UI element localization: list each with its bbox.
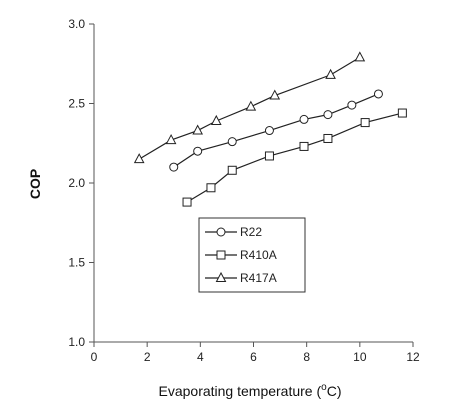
legend-label-r410a: R410A	[240, 248, 277, 262]
data-point-r22	[347, 100, 357, 110]
x-tick-label: 4	[197, 350, 204, 364]
x-axis-title: Evaporating temperature (oC)	[159, 382, 342, 399]
legend: R22 R410A R417A	[198, 217, 306, 293]
x-tick-label: 2	[144, 350, 151, 364]
data-point-r410a	[397, 108, 407, 118]
data-point-r22	[193, 146, 203, 156]
x-axis-title-main: Evaporating temperature (	[159, 383, 322, 399]
data-point-r22	[299, 114, 309, 124]
series-r410a	[182, 108, 407, 207]
y-tick-label: 2.5	[68, 97, 85, 111]
y-tick-label: 2.0	[68, 176, 85, 190]
x-tick-label: 8	[303, 350, 310, 364]
data-point-r410a	[264, 151, 274, 161]
data-point-r410a	[206, 183, 216, 193]
x-tick-label: 0	[91, 350, 98, 364]
data-point-r417a	[269, 89, 281, 100]
y-tick-label: 1.5	[68, 256, 85, 270]
data-point-r410a	[299, 141, 309, 151]
legend-marker-r417a	[215, 271, 227, 282]
y-tick-label: 3.0	[68, 17, 85, 31]
data-point-r417a	[192, 124, 204, 135]
legend-label-r417a: R417A	[240, 271, 277, 285]
x-tick-label: 10	[353, 350, 367, 364]
data-point-r417a	[354, 51, 366, 62]
data-point-r417a	[325, 68, 336, 79]
legend-marker-r410a	[216, 250, 226, 260]
y-tick-label: 1.0	[68, 335, 85, 349]
data-point-r417a	[210, 114, 222, 125]
legend-label-r22: R22	[240, 225, 262, 239]
y-axis-title: COP	[27, 169, 43, 199]
data-point-r417a	[133, 153, 145, 164]
data-point-r417a	[165, 134, 177, 145]
series-r417a	[133, 51, 366, 164]
series-line-r417a	[138, 56, 361, 160]
data-point-r417a	[245, 100, 257, 111]
legend-marker-r22	[216, 227, 226, 237]
x-axis-title-sup: o	[321, 382, 327, 393]
x-axis-title-unit: C)	[327, 383, 342, 399]
data-point-r410a	[323, 133, 333, 143]
data-point-r22	[264, 126, 274, 136]
data-point-r22	[227, 137, 237, 147]
axes: 1.0 1.5 2.0 2.5 3.0 0 2 4 6 8 10 12	[68, 17, 420, 364]
data-point-r410a	[360, 118, 370, 128]
series-layer	[133, 51, 407, 207]
x-tick-label: 6	[250, 350, 257, 364]
series-r22	[169, 89, 383, 172]
series-line-r410a	[186, 112, 403, 203]
x-tick-label: 12	[406, 350, 420, 364]
data-point-r410a	[227, 165, 237, 175]
data-point-r22	[373, 89, 383, 99]
data-point-r22	[323, 110, 333, 120]
data-point-r22	[169, 162, 179, 172]
data-point-r410a	[182, 197, 192, 207]
